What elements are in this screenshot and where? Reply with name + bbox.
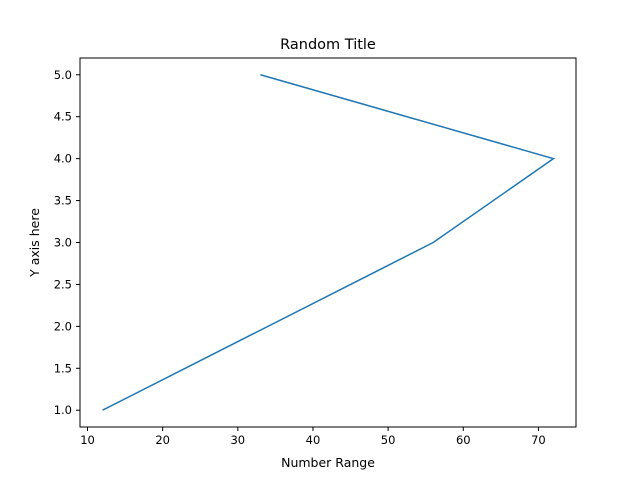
y-tick-label: 5.0 bbox=[54, 68, 72, 82]
y-tick-label: 4.0 bbox=[54, 152, 72, 166]
y-tick-label: 3.0 bbox=[54, 236, 72, 250]
x-tick-label: 20 bbox=[155, 433, 170, 447]
x-tick-label: 60 bbox=[456, 433, 471, 447]
plot-frame bbox=[79, 57, 577, 428]
series-layer bbox=[102, 74, 556, 411]
y-tick-label: 1.5 bbox=[54, 361, 72, 375]
y-tick-label: 1.0 bbox=[54, 403, 72, 417]
x-tick-label: 50 bbox=[381, 433, 396, 447]
x-tick-label: 10 bbox=[80, 433, 95, 447]
plot-area bbox=[79, 57, 577, 428]
series-line-0 bbox=[102, 74, 556, 411]
x-axis: 10 20 30 40 50 60 70 bbox=[80, 427, 546, 447]
x-tick-label: 40 bbox=[306, 433, 321, 447]
y-tick-label: 3.5 bbox=[54, 194, 72, 208]
y-tick-label: 4.5 bbox=[54, 110, 72, 124]
y-axis-label: Y axis here bbox=[27, 208, 42, 278]
y-axis: 1.0 1.5 2.0 2.5 3.0 3.5 4.0 4.5 5.0 bbox=[54, 68, 80, 417]
x-axis-label: Number Range bbox=[281, 455, 375, 470]
x-tick-label: 70 bbox=[531, 433, 546, 447]
y-tick-label: 2.5 bbox=[54, 277, 72, 291]
chart-title: Random Title bbox=[280, 37, 376, 53]
y-tick-label: 2.0 bbox=[54, 319, 72, 333]
x-tick-label: 30 bbox=[230, 433, 245, 447]
